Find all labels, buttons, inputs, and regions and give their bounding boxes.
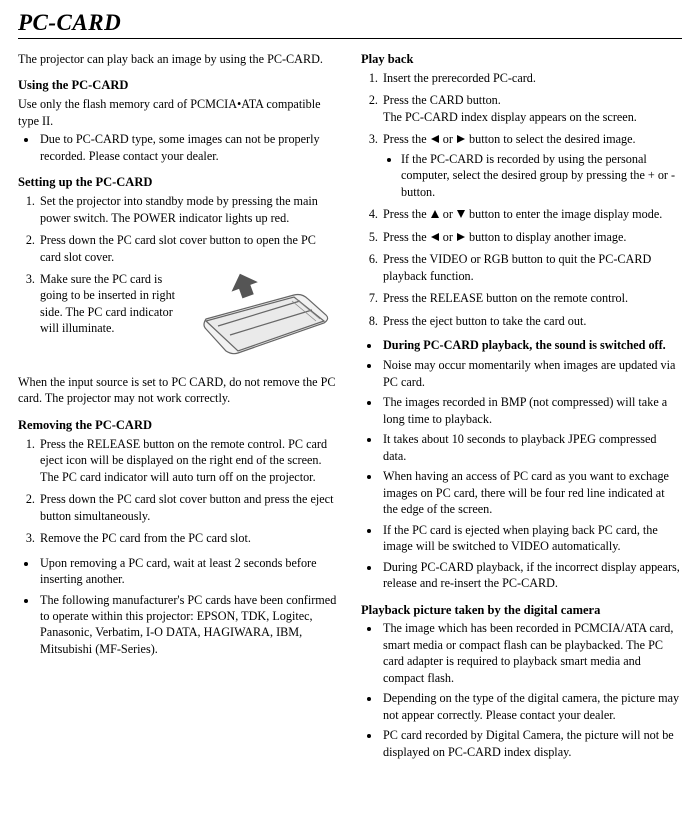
playback-step-8: Press the eject button to take the card … <box>381 313 682 329</box>
p5-pre: Press the <box>383 230 430 244</box>
remove-step-3: Remove the PC card from the PC card slot… <box>38 530 339 546</box>
playback-note-1: Noise may occur momentarily when images … <box>381 357 682 390</box>
setup-step-3-text: Make sure the PC card is going to be ins… <box>40 271 180 337</box>
playback-step-4: Press the or button to enter the image d… <box>381 206 682 222</box>
playback-step-6: Press the VIDEO or RGB button to quit th… <box>381 251 682 284</box>
camera-note-1: The image which has been recorded in PCM… <box>381 620 682 686</box>
playback-step-3: Press the or button to select the desire… <box>381 131 682 200</box>
remove-heading: Removing the PC-CARD <box>18 417 339 434</box>
remove-note-1: Upon removing a PC card, wait at least 2… <box>38 555 339 588</box>
playback-step-2a: Press the CARD button. <box>383 93 501 107</box>
playback-step-2b: The PC-CARD index display appears on the… <box>383 110 637 124</box>
playback-note-lead: During PC-CARD playback, the sound is sw… <box>381 337 682 353</box>
remove-step-2: Press down the PC card slot cover button… <box>38 491 339 524</box>
p3-post: button to select the desired image. <box>469 132 636 146</box>
using-bullet-1: Due to PC-CARD type, some images can not… <box>38 131 339 164</box>
playback-note-3: It takes about 10 seconds to playback JP… <box>381 431 682 464</box>
setup-step-3: Make sure the PC card is going to be ins… <box>38 271 339 366</box>
playback-step-2: Press the CARD button. The PC-CARD index… <box>381 92 682 125</box>
down-arrow-icon <box>456 209 466 219</box>
left-arrow-icon <box>430 232 440 242</box>
right-arrow-icon <box>456 134 466 144</box>
camera-notes: The image which has been recorded in PCM… <box>361 620 682 760</box>
remove-notes: Upon removing a PC card, wait at least 2… <box>18 555 339 658</box>
setup-step-1: Set the projector into standby mode by p… <box>38 193 339 226</box>
left-column: The projector can play back an image by … <box>18 51 339 770</box>
playback-note-4: When having an access of PC card as you … <box>381 468 682 517</box>
playback-note-lead-text: During PC-CARD playback, the sound is sw… <box>383 338 666 352</box>
using-bullets: Due to PC-CARD type, some images can not… <box>18 131 339 164</box>
playback-step-7: Press the RELEASE button on the remote c… <box>381 290 682 306</box>
using-paragraph: Use only the flash memory card of PCMCIA… <box>18 96 339 129</box>
playback-heading: Play back <box>361 51 682 68</box>
two-column-layout: The projector can play back an image by … <box>18 51 682 770</box>
p3-pre: Press the <box>383 132 430 146</box>
camera-heading: Playback picture taken by the digital ca… <box>361 602 682 619</box>
intro-paragraph: The projector can play back an image by … <box>18 51 339 67</box>
playback-step-5: Press the or button to display another i… <box>381 229 682 245</box>
playback-step-3-sub: If the PC-CARD is recorded by using the … <box>383 151 682 200</box>
p5-post: button to display another image. <box>469 230 626 244</box>
setup-note: When the input source is set to PC CARD,… <box>18 374 339 407</box>
playback-steps: Insert the prerecorded PC-card. Press th… <box>361 70 682 329</box>
remove-step-1: Press the RELEASE button on the remote c… <box>38 436 339 485</box>
camera-note-2: Depending on the type of the digital cam… <box>381 690 682 723</box>
left-arrow-icon <box>430 134 440 144</box>
document-page: PC-CARD The projector can play back an i… <box>0 0 700 790</box>
playback-note-2: The images recorded in BMP (not compress… <box>381 394 682 427</box>
setup-steps: Set the projector into standby mode by p… <box>18 193 339 366</box>
p5-mid: or <box>443 230 456 244</box>
camera-note-3: PC card recorded by Digital Camera, the … <box>381 727 682 760</box>
using-heading: Using the PC-CARD <box>18 77 339 94</box>
playback-notes: During PC-CARD playback, the sound is sw… <box>361 337 682 592</box>
setup-heading: Setting up the PC-CARD <box>18 174 339 191</box>
remove-note-2: The following manufacturer's PC cards ha… <box>38 592 339 658</box>
p4-pre: Press the <box>383 207 430 221</box>
pc-card-illustration <box>186 271 339 366</box>
playback-note-6: During PC-CARD playback, if the incorrec… <box>381 559 682 592</box>
title-rule: PC-CARD <box>18 10 682 39</box>
setup-step-2: Press down the PC card slot cover button… <box>38 232 339 265</box>
right-column: Play back Insert the prerecorded PC-card… <box>361 51 682 770</box>
p4-post: button to enter the image display mode. <box>469 207 662 221</box>
playback-step-1: Insert the prerecorded PC-card. <box>381 70 682 86</box>
up-arrow-icon <box>430 209 440 219</box>
playback-step-3-sub-1: If the PC-CARD is recorded by using the … <box>401 151 682 200</box>
playback-note-5: If the PC card is ejected when playing b… <box>381 522 682 555</box>
p3-mid: or <box>443 132 456 146</box>
p4-mid: or <box>443 207 456 221</box>
page-title: PC-CARD <box>18 10 682 36</box>
remove-steps: Press the RELEASE button on the remote c… <box>18 436 339 547</box>
right-arrow-icon <box>456 232 466 242</box>
